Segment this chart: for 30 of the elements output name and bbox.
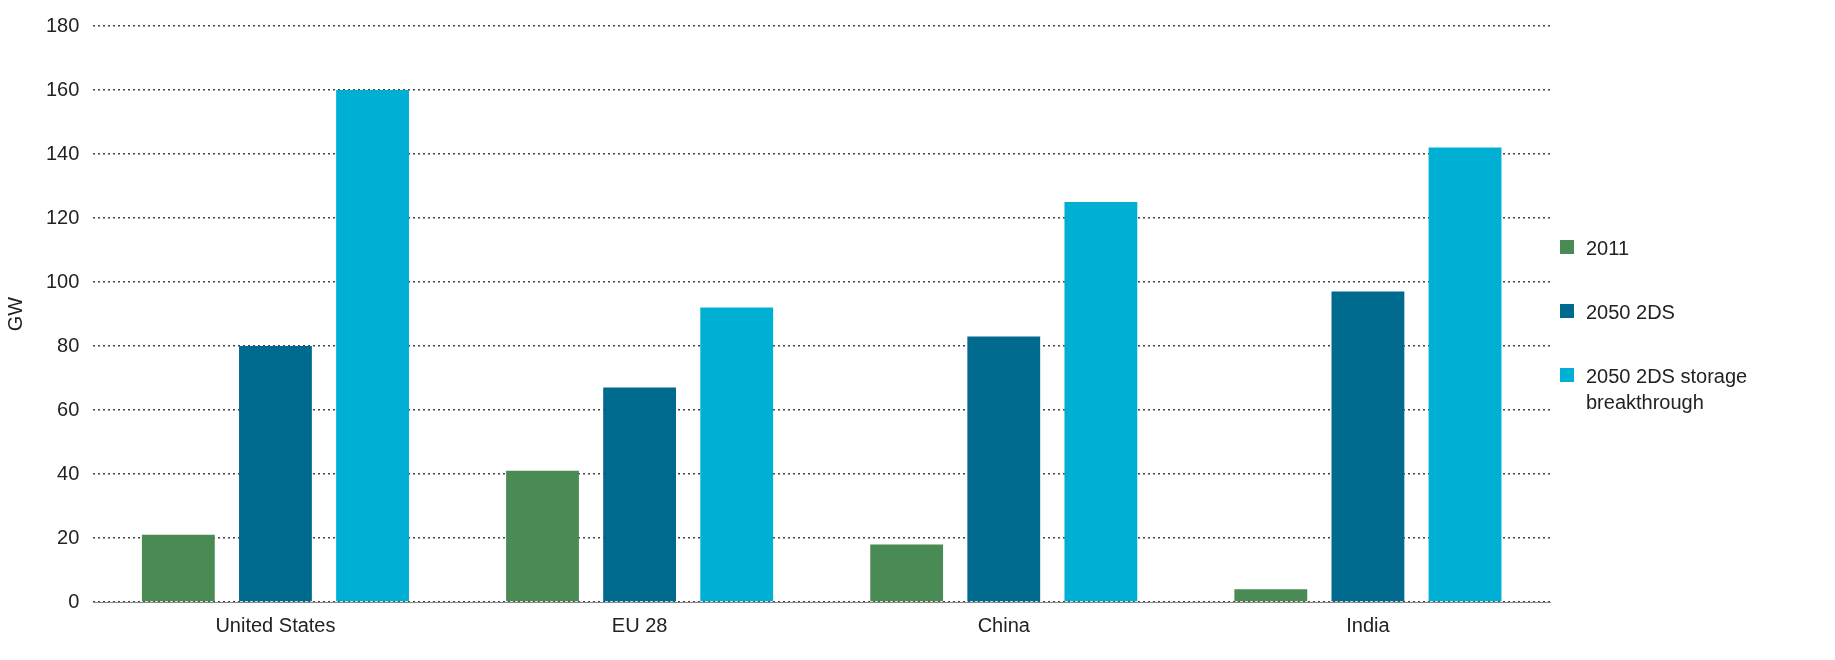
bar (870, 544, 944, 602)
bar (1331, 291, 1405, 602)
y-tick-label: 120 (45, 205, 80, 228)
bar (1064, 202, 1138, 602)
bar (603, 387, 677, 602)
x-tick-label: India (1346, 613, 1391, 636)
y-tick-label: 40 (57, 461, 80, 484)
bar (1234, 589, 1308, 602)
x-tick-label: EU 28 (611, 613, 668, 636)
y-tick-label: 180 (45, 13, 80, 36)
legend-label: 2050 2DS storage breakthrough (1586, 364, 1749, 415)
x-tick-label: United States (215, 613, 336, 636)
legend-label: 2050 2DS (1586, 300, 1676, 325)
bar (700, 307, 774, 602)
y-tick-label: 60 (57, 397, 80, 420)
y-tick-label: 160 (45, 77, 80, 100)
bar (239, 346, 312, 602)
legend-label: 2011 (1586, 236, 1630, 261)
y-tick-label: 0 (68, 589, 80, 612)
bar (336, 90, 409, 602)
bar (506, 470, 579, 602)
bar (1428, 147, 1502, 602)
x-tick-label: China (977, 613, 1031, 636)
y-axis-title: GW (3, 296, 26, 332)
y-tick-label: 140 (45, 141, 80, 164)
bar (967, 336, 1041, 602)
y-tick-label: 100 (45, 269, 80, 292)
bar (141, 534, 215, 602)
y-tick-label: 20 (57, 525, 80, 548)
y-tick-label: 80 (57, 333, 80, 356)
